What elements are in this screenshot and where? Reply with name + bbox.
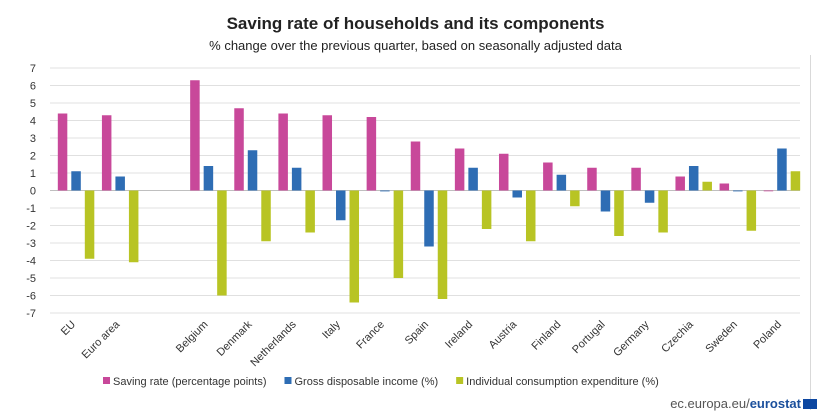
legend-label: Individual consumption expenditure (%): [466, 376, 659, 388]
x-tick-label: Spain: [403, 319, 431, 347]
x-tick-label: EU: [59, 319, 78, 338]
y-tick-label: 4: [30, 116, 36, 128]
x-tick-label: France: [354, 319, 387, 352]
y-tick-label: -3: [26, 238, 36, 250]
bar: [291, 167, 302, 191]
frame-border: [810, 55, 811, 410]
bar: [777, 148, 787, 191]
bar: [614, 190, 624, 236]
x-tick-label: Belgium: [174, 319, 211, 356]
legend-swatch: [103, 377, 110, 384]
bar: [234, 108, 244, 191]
bar: [543, 162, 553, 191]
y-tick-label: 3: [30, 133, 36, 145]
bar: [203, 166, 214, 191]
bar: [380, 190, 390, 192]
y-tick-label: -4: [26, 256, 36, 268]
chart-subtitle: % change over the previous quarter, base…: [209, 38, 622, 53]
legend-swatch: [284, 377, 292, 384]
y-tick-label: -1: [26, 203, 36, 215]
bar: [84, 190, 95, 259]
x-tick-label: Ireland: [443, 319, 475, 351]
bar: [71, 171, 81, 191]
x-tick-label: Sweden: [703, 319, 740, 356]
y-tick-label: 7: [30, 63, 36, 75]
y-tick-label: 1: [30, 168, 36, 180]
bar: [217, 190, 227, 296]
bar: [247, 150, 258, 191]
bar: [702, 181, 712, 191]
eu-flag-icon: [803, 399, 817, 409]
y-tick-label: 6: [30, 81, 36, 93]
bar: [454, 148, 465, 191]
bar: [481, 190, 492, 229]
x-tick-label: Finland: [529, 319, 563, 353]
bar: [261, 190, 271, 242]
chart-title: Saving rate of households and its compon…: [226, 14, 605, 33]
y-tick-label: -6: [26, 291, 36, 303]
bar: [658, 190, 668, 233]
legend-swatch: [456, 377, 464, 384]
y-tick-label: 2: [30, 151, 36, 163]
bar: [305, 190, 315, 233]
bar: [763, 190, 774, 192]
eurostat-logo-text: eurostat: [749, 396, 801, 411]
bar: [336, 190, 346, 221]
bar: [498, 153, 509, 191]
bar: [512, 190, 522, 198]
bar: [746, 190, 757, 231]
bar: [190, 80, 200, 191]
x-tick-label: Austria: [487, 318, 520, 351]
bar: [410, 141, 421, 191]
bar: [437, 190, 448, 299]
bar: [600, 190, 611, 212]
x-tick-label: Poland: [751, 319, 784, 352]
legend-label: Saving rate (percentage points): [113, 376, 266, 388]
source-site: ec.europa.eu/: [670, 396, 750, 411]
bar: [278, 113, 288, 191]
bar: [570, 190, 580, 207]
legend-label: Gross disposable income (%): [294, 376, 438, 388]
bar: [349, 190, 360, 303]
x-tick-label: Portugal: [570, 319, 607, 356]
bar: [556, 174, 567, 191]
x-tick-label: Czechia: [659, 318, 696, 355]
bar: [57, 113, 68, 191]
y-tick-label: -5: [26, 273, 36, 285]
bar: [525, 190, 536, 242]
bar: [424, 190, 434, 247]
x-tick-label: Denmark: [215, 318, 255, 358]
source-credit: ec.europa.eu/eurostat: [670, 396, 817, 411]
bar: [468, 167, 478, 191]
bar: [115, 176, 125, 191]
y-tick-label: -2: [26, 221, 36, 233]
x-tick-label: Euro area: [80, 318, 123, 361]
bar: [675, 176, 685, 191]
bar: [790, 171, 801, 191]
y-tick-label: 0: [30, 186, 36, 198]
bar: [322, 115, 333, 191]
bar: [101, 115, 112, 191]
bar: [733, 190, 743, 192]
bar: [719, 183, 730, 191]
bar: [587, 167, 597, 191]
bar: [366, 117, 377, 191]
bar: [631, 167, 641, 191]
bar: [393, 190, 404, 278]
bar: [128, 190, 139, 263]
x-tick-label: Netherlands: [248, 318, 299, 369]
y-tick-label: -7: [26, 308, 36, 320]
bar: [644, 190, 655, 203]
y-tick-label: 5: [30, 98, 36, 110]
x-tick-label: Italy: [320, 318, 343, 341]
x-tick-label: Germany: [611, 318, 652, 359]
bar: [688, 166, 699, 191]
